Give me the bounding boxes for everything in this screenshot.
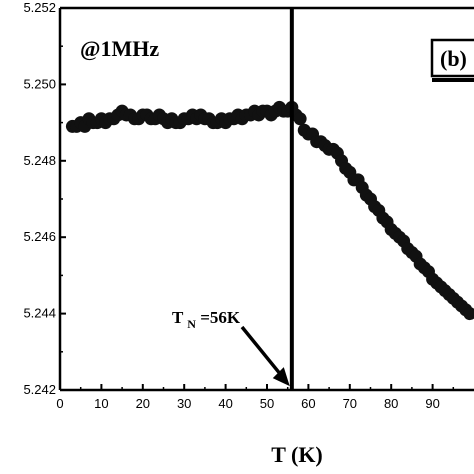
y-tick-label: 5.252: [23, 0, 56, 15]
y-tick-label: 5.250: [23, 76, 56, 91]
tn-annotation-value: =56K: [200, 308, 241, 327]
x-tick-label: 90: [425, 396, 439, 411]
x-tick-label: 80: [384, 396, 398, 411]
tn-annotation: T N =56K: [172, 308, 241, 332]
frequency-annotation: @1MHz: [80, 36, 159, 61]
arrow-head: [272, 367, 290, 387]
x-tick-label: 60: [301, 396, 315, 411]
x-tick-label: 70: [343, 396, 357, 411]
data-markers: [65, 100, 474, 321]
x-tick-label: 40: [218, 396, 232, 411]
data-point: [293, 112, 307, 126]
y-axis-ticks: 5.242 5.244 5.246 5.248 5.250 5.252: [23, 0, 66, 397]
x-tick-label: 30: [177, 396, 191, 411]
y-tick-label: 5.244: [23, 306, 56, 321]
x-tick-label: 10: [94, 396, 108, 411]
y-tick-label: 5.246: [23, 229, 56, 244]
x-tick-label: 20: [136, 396, 150, 411]
x-tick-label: 0: [56, 396, 63, 411]
transition-arrow: [240, 325, 290, 387]
y-tick-label: 5.248: [23, 153, 56, 168]
plot-frame: [58, 6, 474, 392]
y-tick-label: 5.242: [23, 382, 56, 397]
x-axis-ticks: 0 10 20 30 40 50 60 70 80 90: [56, 384, 455, 411]
tn-annotation-sub: N: [187, 317, 196, 331]
tn-annotation-main: T: [172, 308, 184, 327]
panel-label: (b): [440, 46, 467, 71]
panel-label-box: [430, 38, 474, 78]
x-axis-title: T (K): [271, 442, 323, 467]
arrow-shaft: [240, 325, 285, 379]
x-tick-label: 50: [260, 396, 274, 411]
legend-line-sample: [432, 78, 474, 82]
data-point: [463, 307, 474, 321]
